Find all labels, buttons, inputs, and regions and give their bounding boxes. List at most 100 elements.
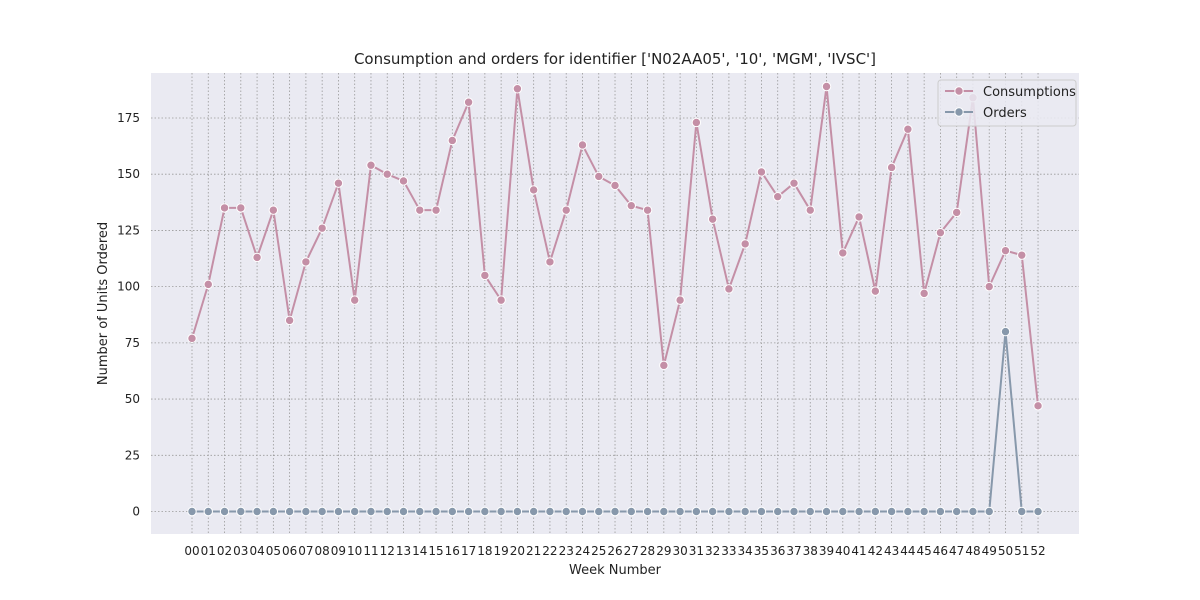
data-point-consumptions: [610, 180, 620, 191]
data-point-orders: [187, 506, 197, 517]
x-axis-label: Week Number: [569, 563, 662, 578]
data-point-consumptions: [301, 257, 311, 267]
data-point-consumptions: [626, 200, 636, 211]
data-point-consumptions: [382, 169, 392, 179]
x-tick-label: 21: [526, 544, 541, 558]
data-point-orders: [724, 506, 734, 517]
data-point-orders: [935, 506, 946, 517]
data-point-consumptions: [577, 140, 588, 150]
x-tick-label: 01: [201, 544, 216, 558]
y-tick-label: 75: [125, 336, 140, 350]
data-point-orders: [968, 506, 978, 517]
x-tick-label: 24: [575, 544, 590, 558]
data-point-orders: [252, 506, 262, 517]
x-tick-label: 09: [331, 544, 346, 558]
data-point-orders: [284, 506, 295, 517]
data-point-consumptions: [1033, 401, 1043, 411]
data-point-orders: [707, 506, 718, 517]
x-tick-label: 26: [607, 544, 622, 558]
data-point-orders: [431, 506, 441, 517]
x-tick-label: 33: [721, 544, 736, 558]
x-tick-label: 08: [315, 544, 330, 558]
data-point-consumptions: [431, 205, 441, 215]
x-tick-label: 45: [917, 544, 932, 558]
data-point-consumptions: [512, 84, 523, 94]
x-tick-label: 20: [510, 544, 525, 558]
data-point-orders: [773, 506, 783, 517]
data-point-orders: [236, 506, 246, 517]
data-point-consumptions: [236, 203, 246, 213]
data-point-consumptions: [724, 284, 734, 294]
data-point-consumptions: [642, 205, 653, 215]
y-tick-label: 0: [132, 505, 140, 519]
data-point-orders: [886, 506, 897, 517]
data-point-orders: [675, 506, 685, 517]
data-point-orders: [756, 506, 767, 517]
data-point-consumptions: [187, 333, 197, 344]
y-tick-label: 125: [117, 223, 140, 237]
data-point-consumptions: [903, 124, 913, 134]
plot-area: [151, 73, 1079, 534]
data-point-consumptions: [984, 281, 994, 292]
x-tick-label: 17: [461, 544, 476, 558]
x-tick-label: 18: [477, 544, 492, 558]
data-point-consumptions: [691, 117, 702, 128]
data-point-consumptions: [203, 279, 213, 290]
data-point-consumptions: [870, 286, 881, 296]
data-point-consumptions: [838, 248, 848, 258]
legend-label-consumptions: Consumptions: [983, 85, 1076, 100]
data-point-orders: [919, 506, 929, 517]
x-tick-label: 39: [819, 544, 834, 558]
data-point-orders: [577, 506, 588, 517]
data-point-consumptions: [707, 214, 718, 224]
data-point-orders: [1017, 506, 1027, 517]
x-tick-label: 07: [298, 544, 313, 558]
data-point-consumptions: [1017, 250, 1027, 260]
data-point-consumptions: [545, 257, 555, 267]
chart-title: Consumption and orders for identifier ['…: [354, 50, 876, 68]
legend-entry-consumptions: Consumptions: [945, 85, 1076, 100]
data-point-orders: [626, 506, 636, 517]
y-tick-label: 50: [125, 392, 140, 406]
data-point-consumptions: [480, 270, 490, 281]
data-point-consumptions: [496, 295, 506, 305]
data-point-consumptions: [463, 97, 474, 107]
y-axis-label: Number of Units Ordered: [96, 222, 111, 385]
x-tick-label: 43: [884, 544, 899, 558]
data-point-orders: [512, 506, 523, 517]
data-point-orders: [480, 506, 490, 517]
data-point-consumptions: [756, 167, 767, 177]
legend-marker-consumptions: [954, 86, 964, 96]
data-point-consumptions: [561, 205, 571, 215]
data-point-consumptions: [398, 176, 409, 186]
data-point-orders: [659, 506, 669, 517]
x-tick-label: 32: [705, 544, 720, 558]
data-point-orders: [789, 506, 799, 517]
data-point-consumptions: [805, 205, 815, 215]
y-tick-label: 100: [117, 280, 140, 294]
x-tick-label: 00: [184, 544, 199, 558]
tick-labels: 00 01 02 03 04 05 06 07 08 09 10 11 12 13 14 15 16 17 18 19…: [117, 111, 1046, 558]
data-point-orders: [805, 506, 815, 517]
data-point-consumptions: [219, 203, 230, 213]
x-tick-label: 19: [493, 544, 508, 558]
y-tick-label: 25: [125, 448, 140, 462]
x-tick-label: 15: [428, 544, 443, 558]
data-point-orders: [528, 506, 539, 517]
data-point-consumptions: [773, 191, 783, 202]
x-tick-label: 03: [233, 544, 248, 558]
x-tick-label: 10: [347, 544, 362, 558]
data-point-orders: [870, 506, 881, 517]
x-tick-label: 42: [868, 544, 883, 558]
data-point-consumptions: [740, 239, 750, 249]
data-point-consumptions: [789, 178, 799, 188]
x-tick-label: 11: [363, 544, 378, 558]
data-point-orders: [610, 506, 620, 517]
y-tick-label: 175: [117, 111, 140, 125]
data-point-consumptions: [447, 135, 458, 146]
x-tick-label: 46: [933, 544, 948, 558]
x-tick-label: 29: [656, 544, 671, 558]
x-tick-label: 31: [689, 544, 704, 558]
data-point-orders: [561, 506, 571, 517]
data-point-orders: [903, 506, 913, 517]
